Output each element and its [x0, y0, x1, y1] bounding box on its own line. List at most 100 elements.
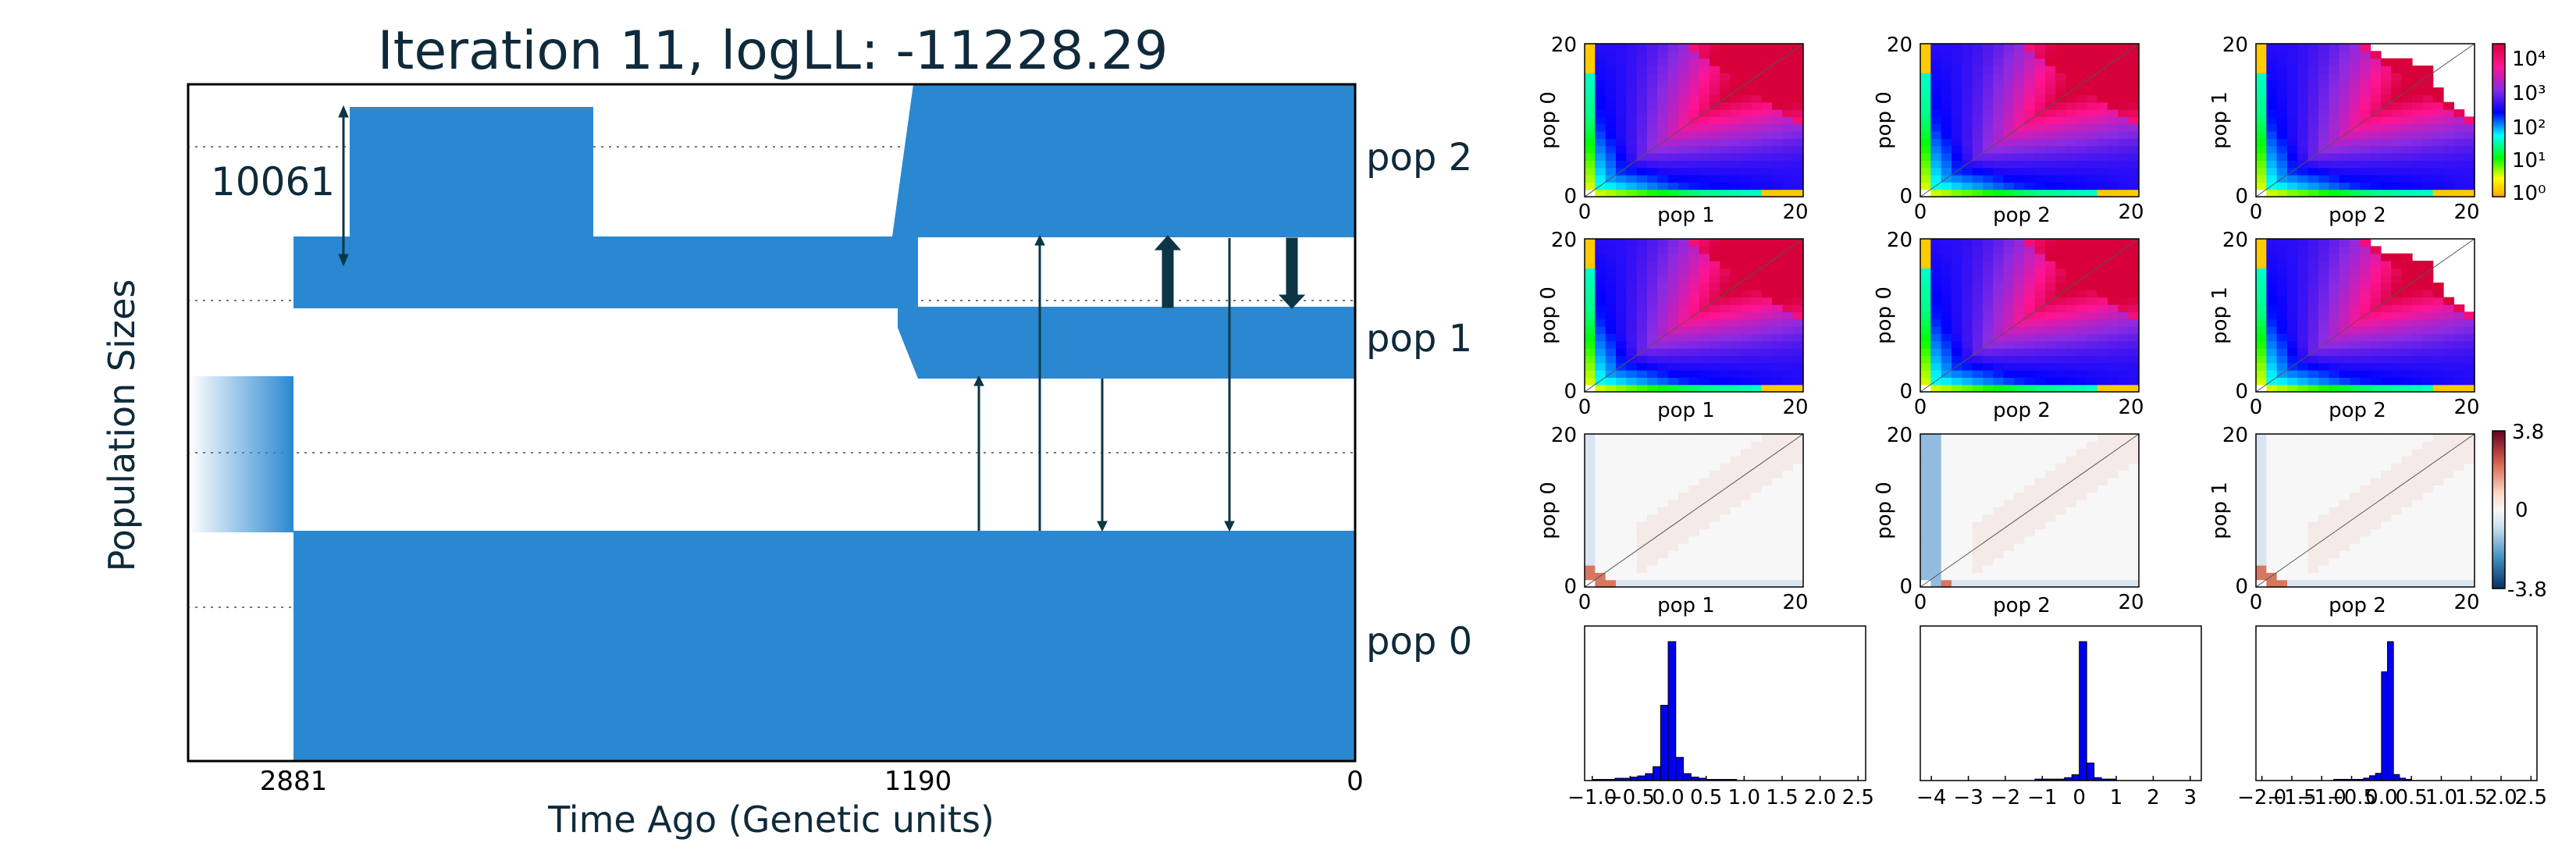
- sfs-cell: [1772, 51, 1783, 59]
- sfs-tick: 0: [1564, 185, 1577, 208]
- sfs-cell: [2297, 333, 2309, 342]
- sfs-cell: [2297, 543, 2309, 551]
- sfs-cell: [1972, 131, 1984, 139]
- sfs-cell: [2329, 58, 2340, 66]
- sfs-cell: [1741, 51, 1752, 59]
- sfs-cell: [1595, 268, 1606, 276]
- sfs-cell: [1616, 384, 1627, 393]
- sfs-cell: [1751, 246, 1763, 254]
- sfs-cell: [1741, 239, 1752, 247]
- sfs-cell: [2024, 153, 2036, 161]
- sfs-cell: [2266, 311, 2278, 320]
- sfs-cell: [2024, 543, 2036, 551]
- sfs-cell: [1585, 377, 1596, 386]
- sfs-cell: [1983, 304, 1994, 312]
- sfs-cell: [2329, 290, 2340, 298]
- sfs-cell: [2118, 362, 2129, 371]
- sfs-cell: [1930, 348, 1942, 356]
- histogram-tick: −0.5: [1606, 786, 1655, 809]
- sfs-cell: [1678, 370, 1689, 378]
- sfs-cell: [2318, 557, 2329, 566]
- sfs-cell: [1761, 326, 1773, 334]
- sfs-cell: [2360, 550, 2371, 559]
- sfs-cell: [2381, 94, 2392, 103]
- sfs-cell: [2266, 340, 2278, 349]
- sfs-cell: [2381, 470, 2392, 478]
- sfs-cell: [2329, 94, 2340, 103]
- sfs-cell: [1751, 470, 1763, 478]
- sfs-cell: [2014, 362, 2025, 371]
- sfs-cell: [2464, 189, 2475, 197]
- sfs-cell: [2360, 514, 2371, 522]
- sfs-cell: [2307, 311, 2319, 320]
- sfs-cell: [1972, 448, 1984, 457]
- sfs-cell: [1962, 500, 1973, 507]
- sfs-cell: [1983, 189, 1994, 197]
- sfs-cell: [2024, 290, 2036, 298]
- sfs-cell: [2401, 543, 2413, 551]
- sfs-cell: [2266, 362, 2278, 371]
- sfs-cell: [1983, 87, 1994, 95]
- sfs-cell: [2276, 434, 2288, 442]
- y-axis-label: Population Sizes: [101, 279, 143, 572]
- sfs-cell: [2339, 268, 2350, 276]
- sfs-cell: [2003, 138, 2015, 147]
- sfs-cell: [1730, 66, 1742, 73]
- sfs-cell: [1678, 261, 1689, 269]
- sfs-cell: [1720, 51, 1731, 59]
- sfs-cell: [1772, 239, 1783, 247]
- sfs-cell: [1993, 521, 2005, 529]
- sfs-cell: [2329, 131, 2340, 139]
- sfs-cell: [2370, 434, 2382, 442]
- sfs-cell: [2266, 283, 2278, 290]
- sfs-cell: [1972, 572, 1984, 581]
- sfs-cell: [2360, 355, 2371, 364]
- sfs-cell: [2256, 138, 2267, 147]
- sfs-cell: [2350, 507, 2361, 515]
- sfs-cell: [1710, 109, 1720, 117]
- sfs-cell: [1616, 182, 1627, 190]
- sfs-cell: [2118, 500, 2129, 507]
- histogram-tick: −2.0: [2237, 786, 2286, 809]
- sfs-cell: [2350, 485, 2361, 493]
- sfs-cell: [2108, 340, 2119, 349]
- sfs-cell: [1930, 485, 1942, 493]
- sfs-cell: [2432, 87, 2444, 95]
- sfs-cell: [2065, 290, 2077, 298]
- sfs-cell: [2329, 535, 2340, 544]
- sfs-cell: [2318, 456, 2329, 464]
- sfs-cell: [1782, 507, 1794, 515]
- sfs-cell: [2087, 492, 2098, 500]
- sfs-cell: [2065, 557, 2077, 566]
- sfs-cell: [2014, 131, 2025, 139]
- sfs-cell: [2412, 485, 2423, 493]
- sfs-cell: [2370, 189, 2382, 197]
- sfs-cell: [1647, 189, 1658, 197]
- sfs-cell: [1616, 579, 1627, 588]
- histogram-tick: 2.0: [2485, 786, 2517, 809]
- sfs-cell: [2256, 434, 2267, 442]
- sfs-cell: [2108, 189, 2119, 197]
- sfs-cell: [1772, 290, 1783, 298]
- sfs-cell: [2014, 340, 2025, 349]
- sfs-cell: [2391, 384, 2403, 393]
- sfs-cell: [1667, 138, 1679, 147]
- pop12-bottleneck-block: [350, 107, 593, 240]
- sfs-cell: [1920, 521, 1931, 529]
- sfs-cell: [2045, 87, 2056, 95]
- sfs-cell: [2065, 51, 2077, 59]
- sfs-cell: [1751, 478, 1763, 486]
- sfs-cell: [2055, 333, 2067, 342]
- sfs-cell: [2034, 470, 2046, 478]
- sfs-cell: [2076, 535, 2087, 544]
- sfs-cell: [2014, 297, 2025, 305]
- histogram-frame: [2255, 625, 2538, 781]
- sfs-cell: [2034, 94, 2046, 103]
- sfs-cell: [2024, 304, 2036, 312]
- sfs-cell: [2360, 485, 2371, 493]
- sfs-cell: [1962, 521, 1973, 529]
- sfs-cell: [1993, 362, 2005, 371]
- sfs-cell: [2108, 543, 2119, 551]
- colorbar-residual-bar: [2492, 430, 2506, 589]
- sfs-cell: [1626, 340, 1638, 349]
